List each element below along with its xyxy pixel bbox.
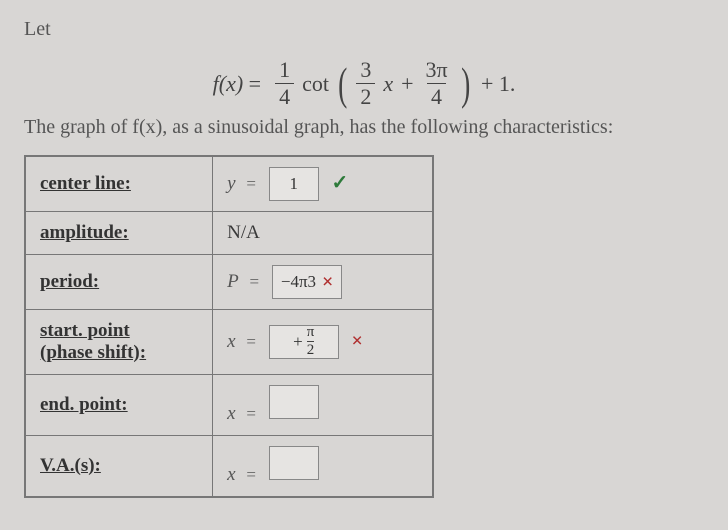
row-end-point: end. point: x = — [25, 374, 433, 435]
row-va: V.A.(s): x = — [25, 435, 433, 497]
lhs: f(x) — [213, 71, 244, 96]
label-va: V.A.(s): — [40, 455, 101, 476]
coef-num: 1 — [275, 59, 294, 83]
period-value: −4π3 — [281, 272, 316, 292]
check-icon: ✓ — [331, 172, 348, 194]
lparen: ( — [338, 65, 347, 103]
cell-va-value: x = — [213, 435, 433, 497]
end-eq: = — [246, 404, 256, 423]
start-var: x — [227, 331, 235, 352]
coef-fraction: 1 4 — [275, 59, 294, 108]
inner-b-den: 4 — [427, 83, 446, 108]
inner-plus: + — [401, 71, 413, 97]
start-num: π — [307, 325, 315, 341]
period-var: P — [227, 271, 239, 292]
cell-amplitude-value: N/A — [213, 212, 433, 255]
eq-sign: = — [249, 71, 261, 96]
wrong-icon: × — [322, 271, 333, 294]
intro-text: Let — [24, 18, 704, 41]
inner-a-frac: 3 2 — [356, 59, 375, 108]
cell-end-value: x = — [213, 374, 433, 435]
cell-period-value: P = −4π3 × — [213, 255, 433, 310]
formula-tail: + 1. — [481, 71, 515, 97]
start-prefix: + — [293, 332, 303, 352]
start-den: 2 — [307, 341, 315, 358]
formula-lhs: f(x) = — [213, 71, 261, 97]
fn-name: cot — [302, 71, 329, 97]
inner-var: x — [383, 71, 393, 97]
end-var: x — [227, 403, 235, 424]
blurb-text: The graph of f(x), as a sinusoidal graph… — [24, 114, 704, 141]
center-input[interactable]: 1 — [269, 167, 319, 201]
va-input[interactable] — [269, 446, 319, 480]
formula: f(x) = 1 4 cot ( 3 2 x + 3π 4 ) + 1. — [24, 59, 704, 108]
center-var: y — [227, 173, 235, 194]
wrong-icon: × — [351, 330, 362, 352]
start-frac: π 2 — [307, 325, 315, 358]
cell-center-value: y = 1 ✓ — [213, 156, 433, 212]
va-eq: = — [246, 465, 256, 484]
label-start-l2: (phase shift): — [40, 342, 146, 363]
start-eq: = — [246, 332, 256, 351]
label-start-l1: start. point — [40, 320, 130, 341]
period-eq: = — [250, 272, 260, 291]
period-input[interactable]: −4π3 × — [272, 265, 343, 299]
inner-a-num: 3 — [356, 59, 375, 83]
characteristics-table: center line: y = 1 ✓ amplitude: N/A peri… — [24, 155, 434, 498]
cell-start-value: x = + π 2 × — [213, 310, 433, 375]
center-eq: = — [246, 174, 256, 193]
row-amplitude: amplitude: N/A — [25, 212, 433, 255]
coef-den: 4 — [275, 83, 294, 108]
inner-b-frac: 3π 4 — [422, 59, 452, 108]
inner-a-den: 2 — [356, 83, 375, 108]
label-amplitude: amplitude: — [40, 222, 129, 243]
start-input[interactable]: + π 2 — [269, 325, 339, 359]
end-input[interactable] — [269, 385, 319, 419]
row-start-point: start. point (phase shift): x = + π 2 × — [25, 310, 433, 375]
label-period: period: — [40, 271, 99, 292]
row-center-line: center line: y = 1 ✓ — [25, 156, 433, 212]
label-end: end. point: — [40, 394, 128, 415]
rparen: ) — [461, 65, 470, 103]
va-var: x — [227, 464, 235, 485]
inner-b-num: 3π — [422, 59, 452, 83]
label-center: center line: — [40, 173, 131, 194]
row-period: period: P = −4π3 × — [25, 255, 433, 310]
